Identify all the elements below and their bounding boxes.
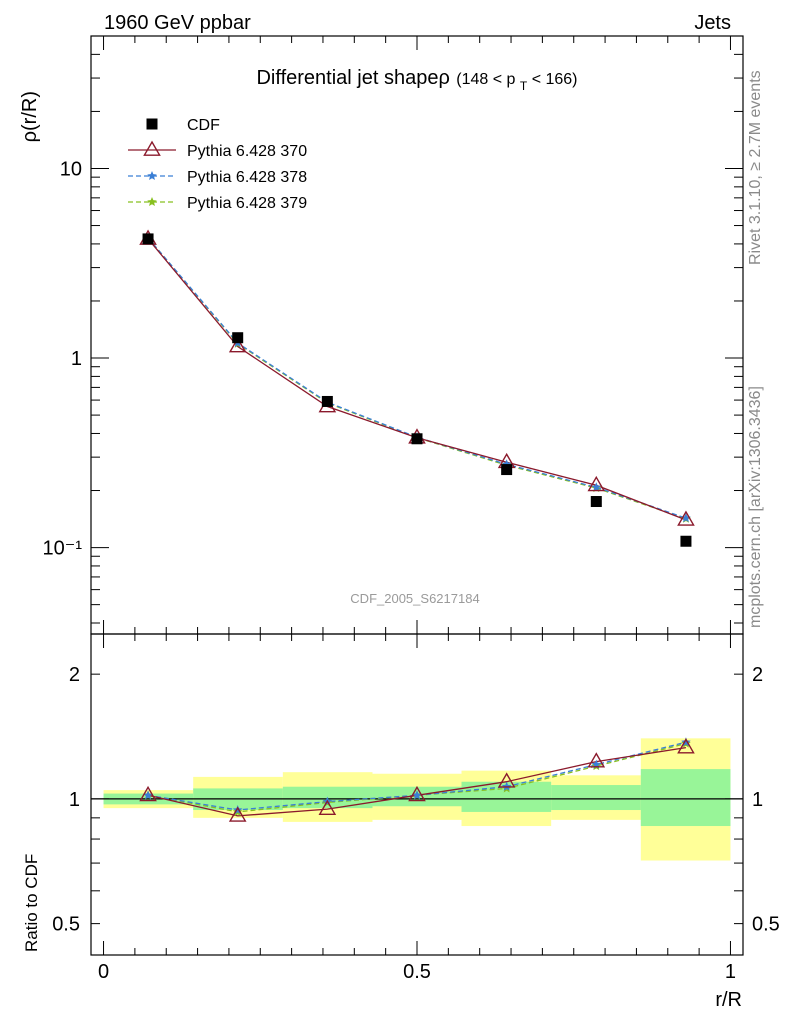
side-label-rivet: Rivet 3.1.10, ≥ 2.7M events xyxy=(747,70,764,265)
ratio-point xyxy=(318,799,337,815)
legend-marker xyxy=(143,140,161,156)
legend: CDF Pythia 6.428 370 Pythia 6.428 378 Pythi… xyxy=(128,117,307,212)
x-tick-label: 1 xyxy=(725,961,736,983)
ratio-y-tick-label: 2 xyxy=(69,664,80,686)
plot-title: Differential jet shapeρ (148 < p T < 166… xyxy=(256,67,577,94)
ratio-point xyxy=(143,790,153,800)
ratio-y-axis-label: Ratio to CDF xyxy=(22,854,41,952)
y-tick-label: 1 xyxy=(71,348,82,370)
legend-label: Pythia 6.428 370 xyxy=(187,143,307,160)
x-axis-label: r/R xyxy=(715,989,742,1011)
ratio-y-tick-label: 0.5 xyxy=(52,914,80,936)
ratio-point xyxy=(408,785,426,802)
uncertainty-band-inner xyxy=(640,769,731,827)
ratio-y-tick-label: 1 xyxy=(69,789,80,811)
ratio-point xyxy=(497,772,516,788)
x-tick-label: 0.5 xyxy=(403,961,431,983)
ratio-y-tick-label-right: 0.5 xyxy=(752,914,780,936)
header-left: 1960 GeV ppbar xyxy=(104,12,251,34)
mc-point xyxy=(677,510,695,526)
uncertainty-band-inner xyxy=(551,785,641,811)
ratio-plot-panel: 2 2 1 1 0.5 0.5 0 0.5 1 xyxy=(52,633,780,983)
side-label-mcplots: mcplots.cern.ch [arXiv:1306.3436] xyxy=(747,386,764,628)
ratio-point xyxy=(587,752,606,768)
data-point xyxy=(680,535,692,547)
mc-point xyxy=(228,337,247,353)
analysis-watermark: CDF_2005_S6217184 xyxy=(350,591,479,606)
header-right: Jets xyxy=(694,12,731,34)
title-subscript: T xyxy=(520,79,528,93)
top-y-axis-label: ρ(r/R) xyxy=(19,91,41,142)
y-tick-label: 10⁻¹ xyxy=(43,538,83,560)
main-plot-panel: 10 1 10⁻¹ xyxy=(43,35,744,635)
mc-point xyxy=(681,513,691,523)
title-end: < 166) xyxy=(532,71,578,88)
legend-marker xyxy=(147,171,157,181)
series-line xyxy=(147,237,687,520)
series-line xyxy=(147,237,687,519)
ratio-point xyxy=(501,781,512,791)
mc-point xyxy=(591,482,602,492)
legend-label: CDF xyxy=(187,117,220,134)
ratio-point xyxy=(139,785,157,802)
title-main: Differential jet shapeρ xyxy=(256,67,449,89)
data-point xyxy=(321,395,333,407)
title-range: (148 < p xyxy=(456,71,515,88)
data-point xyxy=(142,233,154,245)
ratio-point xyxy=(412,790,422,800)
data-point xyxy=(232,332,244,344)
data-point xyxy=(411,433,423,445)
ratio-y-tick-label-right: 1 xyxy=(752,789,763,811)
legend-marker xyxy=(147,197,157,207)
y-tick-label: 10 xyxy=(60,158,82,180)
legend-label: Pythia 6.428 379 xyxy=(187,195,307,212)
legend-label: Pythia 6.428 378 xyxy=(187,169,307,186)
x-tick-label: 0 xyxy=(98,961,109,983)
mc-point xyxy=(587,475,606,492)
ratio-point xyxy=(677,738,695,754)
data-point xyxy=(501,464,513,476)
series-line xyxy=(147,238,687,521)
data-point xyxy=(590,496,602,508)
ratio-point xyxy=(228,806,247,822)
legend-marker xyxy=(146,118,158,130)
ratio-y-tick-label-right: 2 xyxy=(752,664,763,686)
